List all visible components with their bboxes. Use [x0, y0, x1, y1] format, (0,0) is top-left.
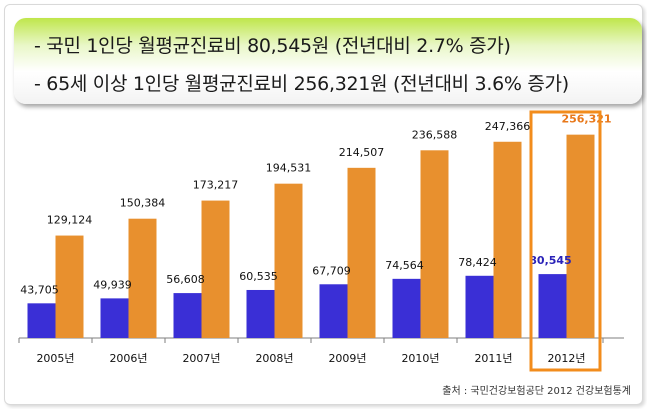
bar-series-all [538, 274, 567, 338]
data-label-series-65plus: 214,507 [339, 146, 385, 159]
bar-series-all [246, 289, 275, 338]
data-label-series-all: 49,939 [93, 278, 132, 291]
data-label-series-all: 78,424 [458, 256, 497, 269]
x-tick-label: 2010년 [401, 352, 439, 365]
bar-series-65plus [566, 134, 595, 338]
bar-series-all [100, 298, 129, 338]
bar-series-all [27, 303, 56, 338]
data-label-series-all: 56,608 [166, 273, 205, 286]
x-tick-label: 2006년 [109, 352, 147, 365]
data-label-series-65plus: 150,384 [120, 197, 166, 210]
bar-series-all [465, 275, 494, 338]
source-note: 출처 : 국민건강보험공단 2012 건강보험통계 [442, 386, 631, 397]
bar-series-65plus [347, 167, 376, 338]
bar-series-all [173, 293, 202, 338]
data-label-series-65plus: 247,366 [485, 120, 531, 133]
data-label-series-65plus: 256,321 [561, 113, 611, 126]
summary-line-all: - 국민 1인당 월평균진료비 80,545원 (전년대비 2.7% 증가) [34, 35, 511, 57]
data-label-series-65plus: 236,588 [412, 128, 458, 141]
data-label-series-all: 80,545 [529, 254, 571, 267]
x-tick-label: 2009년 [328, 352, 366, 365]
bar-series-65plus [274, 183, 303, 338]
data-label-series-65plus: 129,124 [47, 214, 93, 227]
bar-series-65plus [420, 150, 449, 338]
data-label-series-65plus: 194,531 [266, 162, 312, 175]
data-label-series-all: 60,535 [239, 270, 278, 283]
bar-series-65plus [493, 141, 522, 338]
x-tick-label: 2005년 [36, 352, 74, 365]
x-tick-label: 2011년 [474, 352, 512, 365]
data-label-series-all: 43,705 [20, 283, 59, 296]
bar-series-65plus [55, 235, 84, 338]
data-label-series-all: 67,709 [312, 264, 351, 277]
x-tick-label: 2007년 [182, 352, 220, 365]
bar-series-all [392, 278, 421, 338]
bar-series-65plus [201, 200, 230, 338]
bar-series-65plus [128, 218, 157, 338]
data-label-series-all: 74,564 [385, 259, 424, 272]
bar-series-all [319, 284, 348, 338]
data-label-series-65plus: 173,217 [193, 179, 239, 192]
summary-line-65plus: - 65세 이상 1인당 월평균진료비 256,321원 (전년대비 3.6% … [34, 73, 569, 95]
x-tick-label: 2012년 [547, 352, 585, 365]
x-tick-label: 2008년 [255, 352, 293, 365]
summary-banner: - 국민 1인당 월평균진료비 80,545원 (전년대비 2.7% 증가) -… [14, 18, 642, 104]
highlight-box-2012 [529, 110, 602, 372]
